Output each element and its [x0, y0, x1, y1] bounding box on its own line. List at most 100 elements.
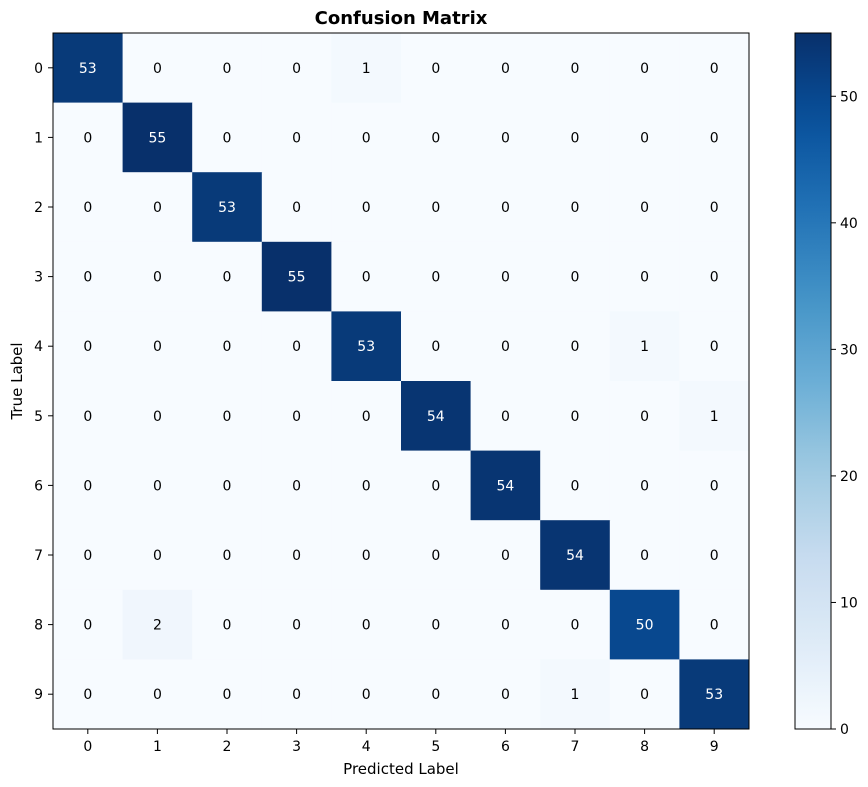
cell-value-label: 54 — [427, 409, 445, 425]
heatmap-cell — [53, 520, 124, 591]
heatmap-cell — [679, 33, 750, 104]
cell-value-label: 0 — [362, 409, 371, 425]
colorbar-tick-label: 0 — [840, 722, 849, 738]
x-tick-label: 5 — [431, 739, 440, 755]
heatmap-cell — [401, 241, 472, 312]
colorbar-tick-label: 50 — [840, 89, 858, 105]
cell-value-label: 0 — [362, 200, 371, 216]
cell-value-label: 1 — [362, 61, 371, 77]
heatmap-cell — [53, 172, 124, 243]
cell-value-label: 0 — [571, 409, 580, 425]
cell-value-label: 0 — [640, 130, 649, 146]
cell-value-label: 0 — [501, 339, 510, 355]
heatmap-cell — [192, 241, 263, 312]
cell-value-label: 0 — [292, 409, 301, 425]
heatmap-cell — [53, 589, 124, 660]
colorbar-tick-label: 20 — [840, 469, 858, 485]
heatmap-cell — [122, 659, 193, 730]
heatmap-cell — [609, 659, 680, 730]
heatmap-cell — [401, 311, 472, 382]
heatmap-cell — [540, 172, 611, 243]
plot-frame — [52, 32, 750, 730]
x-tick-label: 1 — [153, 739, 162, 755]
cell-value-label: 0 — [640, 270, 649, 286]
y-tick-label: 4 — [34, 339, 43, 355]
heatmap-cell — [331, 33, 402, 104]
cell-value-label: 0 — [153, 270, 162, 286]
heatmap-cell — [470, 381, 541, 452]
cell-value-label: 0 — [501, 61, 510, 77]
heatmap-cell — [401, 520, 472, 591]
cell-value-label: 0 — [501, 548, 510, 564]
cell-value-label: 0 — [223, 270, 232, 286]
cell-value-label: 0 — [710, 548, 719, 564]
cell-value-label: 0 — [431, 687, 440, 703]
cell-value-label: 0 — [571, 61, 580, 77]
x-tick-label: 4 — [362, 739, 371, 755]
cell-value-label: 55 — [148, 130, 166, 146]
heatmap-cell — [122, 589, 193, 660]
heatmap-cell — [401, 102, 472, 173]
cell-value-label: 0 — [501, 618, 510, 634]
cell-value-label: 0 — [153, 687, 162, 703]
y-tick-label: 2 — [34, 200, 43, 216]
cell-value-label: 0 — [292, 61, 301, 77]
cell-value-label: 0 — [83, 339, 92, 355]
cell-value-label: 0 — [292, 339, 301, 355]
heatmap-cell — [679, 659, 750, 730]
heatmap-cell — [331, 589, 402, 660]
heatmap-cell — [192, 659, 263, 730]
heatmap-cell — [679, 311, 750, 382]
heatmap-cell — [609, 102, 680, 173]
cell-value-label: 1 — [640, 339, 649, 355]
x-tick-label: 2 — [223, 739, 232, 755]
cell-value-label: 0 — [571, 130, 580, 146]
heatmap-cell — [192, 311, 263, 382]
cell-value-label: 0 — [223, 687, 232, 703]
cell-value-label: 0 — [223, 61, 232, 77]
cell-value-label: 0 — [710, 200, 719, 216]
cell-value-label: 0 — [362, 130, 371, 146]
cell-value-label: 0 — [362, 270, 371, 286]
heatmap-cell — [679, 589, 750, 660]
heatmap-cell — [261, 172, 332, 243]
cell-value-label: 0 — [431, 200, 440, 216]
heatmap-cell — [540, 589, 611, 660]
cell-value-label: 0 — [431, 61, 440, 77]
y-tick-label: 7 — [34, 548, 43, 564]
heatmap-cell — [261, 311, 332, 382]
cell-value-label: 0 — [571, 339, 580, 355]
heatmap-cell — [53, 450, 124, 521]
cell-value-label: 0 — [83, 548, 92, 564]
cell-value-label: 0 — [640, 478, 649, 494]
cell-value-label: 0 — [571, 270, 580, 286]
heatmap-cell — [401, 381, 472, 452]
heatmap-cell — [679, 102, 750, 173]
heatmap-cell — [331, 381, 402, 452]
heatmap-cell — [331, 659, 402, 730]
y-tick-label: 5 — [34, 409, 43, 425]
y-axis-label: True Label — [8, 342, 26, 420]
heatmap-cell — [122, 102, 193, 173]
heatmap-cell — [122, 381, 193, 452]
cell-value-label: 0 — [153, 478, 162, 494]
cell-value-label: 53 — [218, 200, 236, 216]
cell-value-label: 0 — [153, 61, 162, 77]
cell-value-label: 0 — [292, 618, 301, 634]
heatmap-cell — [540, 381, 611, 452]
heatmap-cell — [331, 311, 402, 382]
cell-value-label: 0 — [362, 687, 371, 703]
cell-value-label: 0 — [362, 548, 371, 564]
x-tick-label: 6 — [501, 739, 510, 755]
cell-value-label: 0 — [571, 478, 580, 494]
cell-value-label: 0 — [83, 687, 92, 703]
heatmap-cell — [470, 450, 541, 521]
cell-value-label: 2 — [153, 618, 162, 634]
cell-value-label: 0 — [431, 618, 440, 634]
heatmap-cell — [261, 450, 332, 521]
cell-value-label: 0 — [83, 130, 92, 146]
cell-value-label: 1 — [571, 687, 580, 703]
y-tick-label: 1 — [34, 130, 43, 146]
cell-value-label: 0 — [153, 409, 162, 425]
